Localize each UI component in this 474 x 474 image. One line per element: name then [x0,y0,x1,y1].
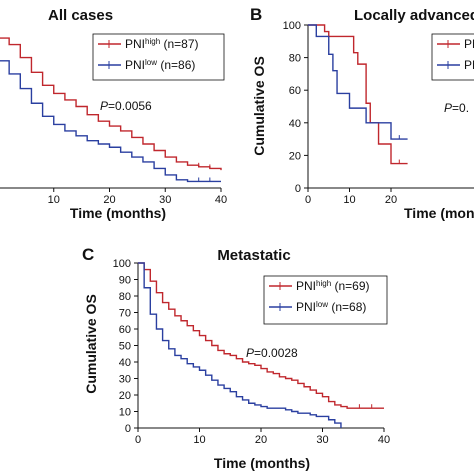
y-tick-label: 70 [119,308,131,320]
panel-metastatic: C Metastatic Cumulative OS 0 10 20 30 40 0 10 2… [82,245,390,471]
y-tick-label: 50 [119,341,131,353]
x-tick-label: 30 [316,434,328,446]
y-tick-label: 20 [119,390,131,402]
survival-curve-high [138,262,384,409]
survival-curve-high [308,24,408,165]
p-value: P=0.0056 [100,99,152,113]
y-tick-label: 100 [283,20,301,32]
survival-curve-low [308,24,408,140]
survival-curve-low [138,262,342,428]
x-tick-label: 40 [378,434,390,446]
panel-all-cases: All cases 10 20 30 40 PNIhigh (n=87) PNIlow (… [0,7,227,221]
legend-box [92,33,225,81]
panel-letter: C [82,245,94,264]
x-axis-label: Time (months) [214,455,310,471]
y-tick-label: 60 [119,324,131,336]
x-tick-label: 10 [343,194,355,206]
y-tick-label: 90 [119,275,131,287]
y-tick-label: 40 [289,118,301,130]
legend-box [431,33,474,81]
chart-title: All cases [48,7,113,24]
legend-label-low: PNIlow [464,58,474,73]
x-tick-label: 40 [215,194,227,206]
y-axis-label: Cumulative OS [83,294,99,394]
y-tick-label: 10 [119,407,131,419]
panel-letter: B [250,5,262,24]
x-tick-label: 0 [135,434,141,446]
legend-label-high: PNIhigh (n=87) [125,37,199,52]
x-tick-label: 20 [255,434,267,446]
p-value: P=0. [444,101,469,115]
chart-title: Locally advanced [354,7,474,24]
chart-title: Metastatic [217,247,290,264]
legend-box [263,275,388,325]
survival-curve-high [0,37,222,171]
survival-curve-low [0,60,221,183]
x-tick-label: 10 [193,434,205,446]
p-value: P=0.0028 [246,346,298,360]
y-tick-label: 80 [119,291,131,303]
y-axis-label: Cumulative OS [251,56,267,156]
y-tick-label: 0 [125,423,131,435]
x-tick-label: 10 [48,194,60,206]
x-tick-label: 20 [103,194,115,206]
legend-label-high: PNIhigh (n=69) [296,279,370,294]
legend-label-low: PNIlow (n=86) [125,58,195,73]
x-tick-label: 20 [385,194,397,206]
x-axis-label: Time (months) [404,205,474,221]
y-tick-label: 60 [289,85,301,97]
legend-label-high: PNIhigh [464,37,474,52]
legend-label-low: PNIlow (n=68) [296,300,366,315]
y-tick-label: 40 [119,357,131,369]
y-tick-label: 30 [119,374,131,386]
x-tick-label: 0 [305,194,311,206]
y-tick-label: 80 [289,53,301,65]
x-axis-label: Time (months) [70,205,166,221]
y-tick-label: 0 [295,183,301,195]
panel-locally-advanced: B Locally advanced Cumulative OS 0 10 20 0 2… [250,5,474,221]
y-tick-label: 100 [113,258,131,270]
x-tick-label: 30 [159,194,171,206]
y-tick-label: 20 [289,150,301,162]
